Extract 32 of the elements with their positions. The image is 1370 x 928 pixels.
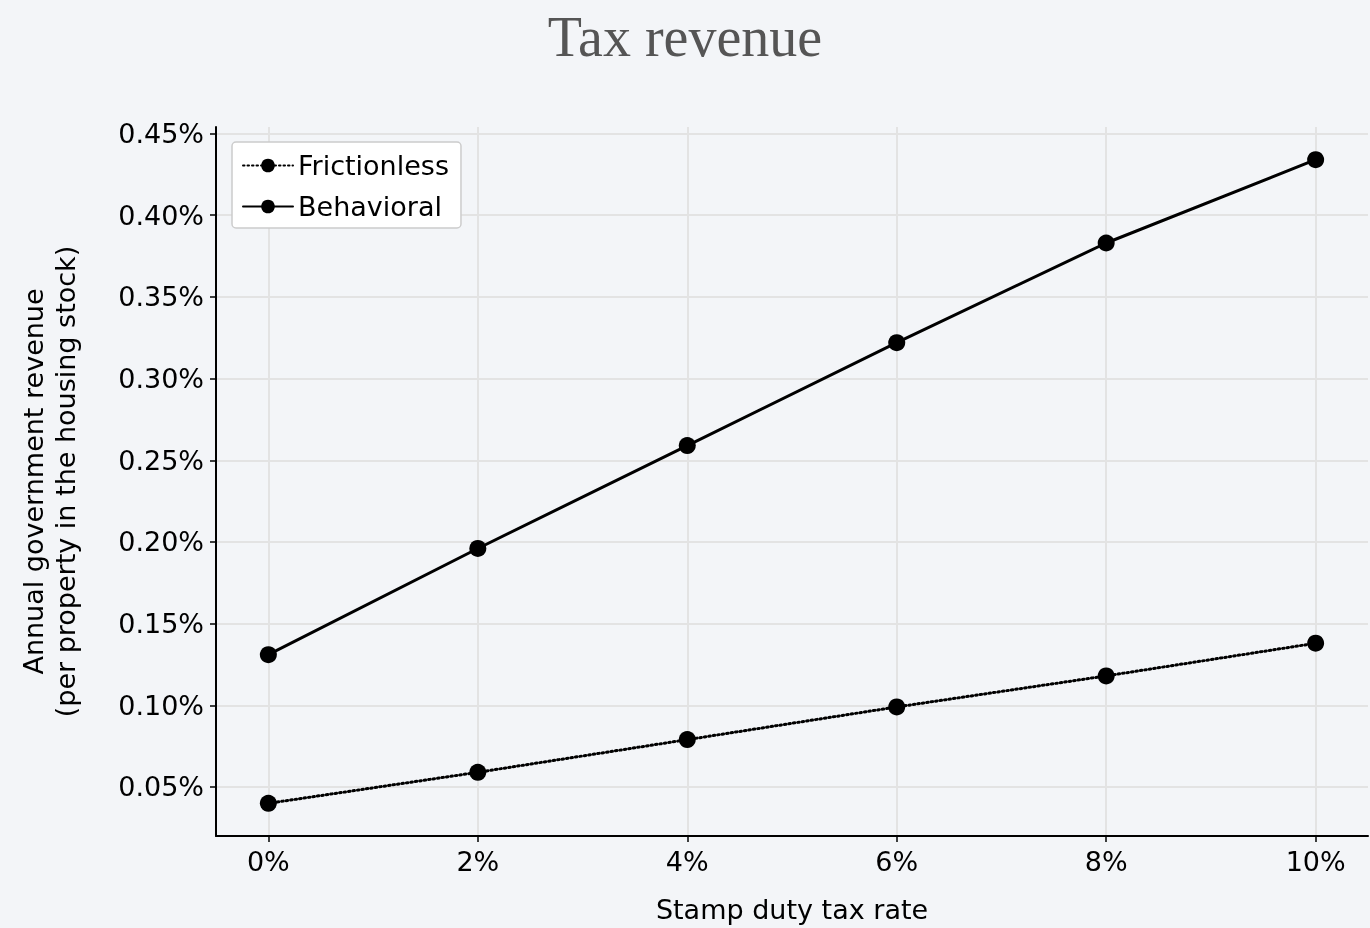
y-tick-label: 0.10% bbox=[118, 689, 204, 721]
x-tick-label: 8% bbox=[1084, 846, 1128, 877]
x-tick-label: 2% bbox=[456, 846, 500, 877]
y-tick-label: 0.45% bbox=[118, 118, 204, 150]
chart-title: Tax revenue bbox=[547, 6, 823, 68]
y-tick-label: 0.40% bbox=[118, 199, 204, 231]
point bbox=[469, 763, 487, 781]
y-tick-label: 0.35% bbox=[118, 281, 204, 313]
y-axis-title: Annual government revenue (per property in the housing stock) bbox=[17, 245, 81, 718]
x-axis-title: Stamp duty tax rate bbox=[655, 894, 929, 925]
point bbox=[469, 539, 487, 557]
y-tick-label: 0.20% bbox=[118, 526, 204, 558]
legend-label: Frictionless bbox=[298, 150, 449, 181]
y-tick-label: 0.30% bbox=[118, 363, 204, 395]
point bbox=[259, 646, 277, 664]
point bbox=[1307, 151, 1325, 169]
point bbox=[1097, 234, 1115, 252]
point bbox=[888, 334, 906, 352]
x-tick-label: 4% bbox=[665, 846, 709, 877]
point bbox=[888, 698, 906, 716]
point bbox=[259, 794, 277, 812]
y-tick-label: 0.15% bbox=[118, 608, 204, 640]
x-tick-label: 10% bbox=[1285, 846, 1346, 877]
x-tick-label: 0% bbox=[246, 846, 290, 877]
point bbox=[678, 731, 696, 749]
point bbox=[1307, 634, 1325, 652]
y-tick-label: 0.25% bbox=[118, 444, 204, 476]
legend-label: Behavioral bbox=[298, 191, 442, 222]
point bbox=[678, 437, 696, 455]
x-tick-label: 6% bbox=[875, 846, 919, 877]
point bbox=[1097, 667, 1115, 685]
y-tick-label: 0.05% bbox=[118, 771, 204, 803]
